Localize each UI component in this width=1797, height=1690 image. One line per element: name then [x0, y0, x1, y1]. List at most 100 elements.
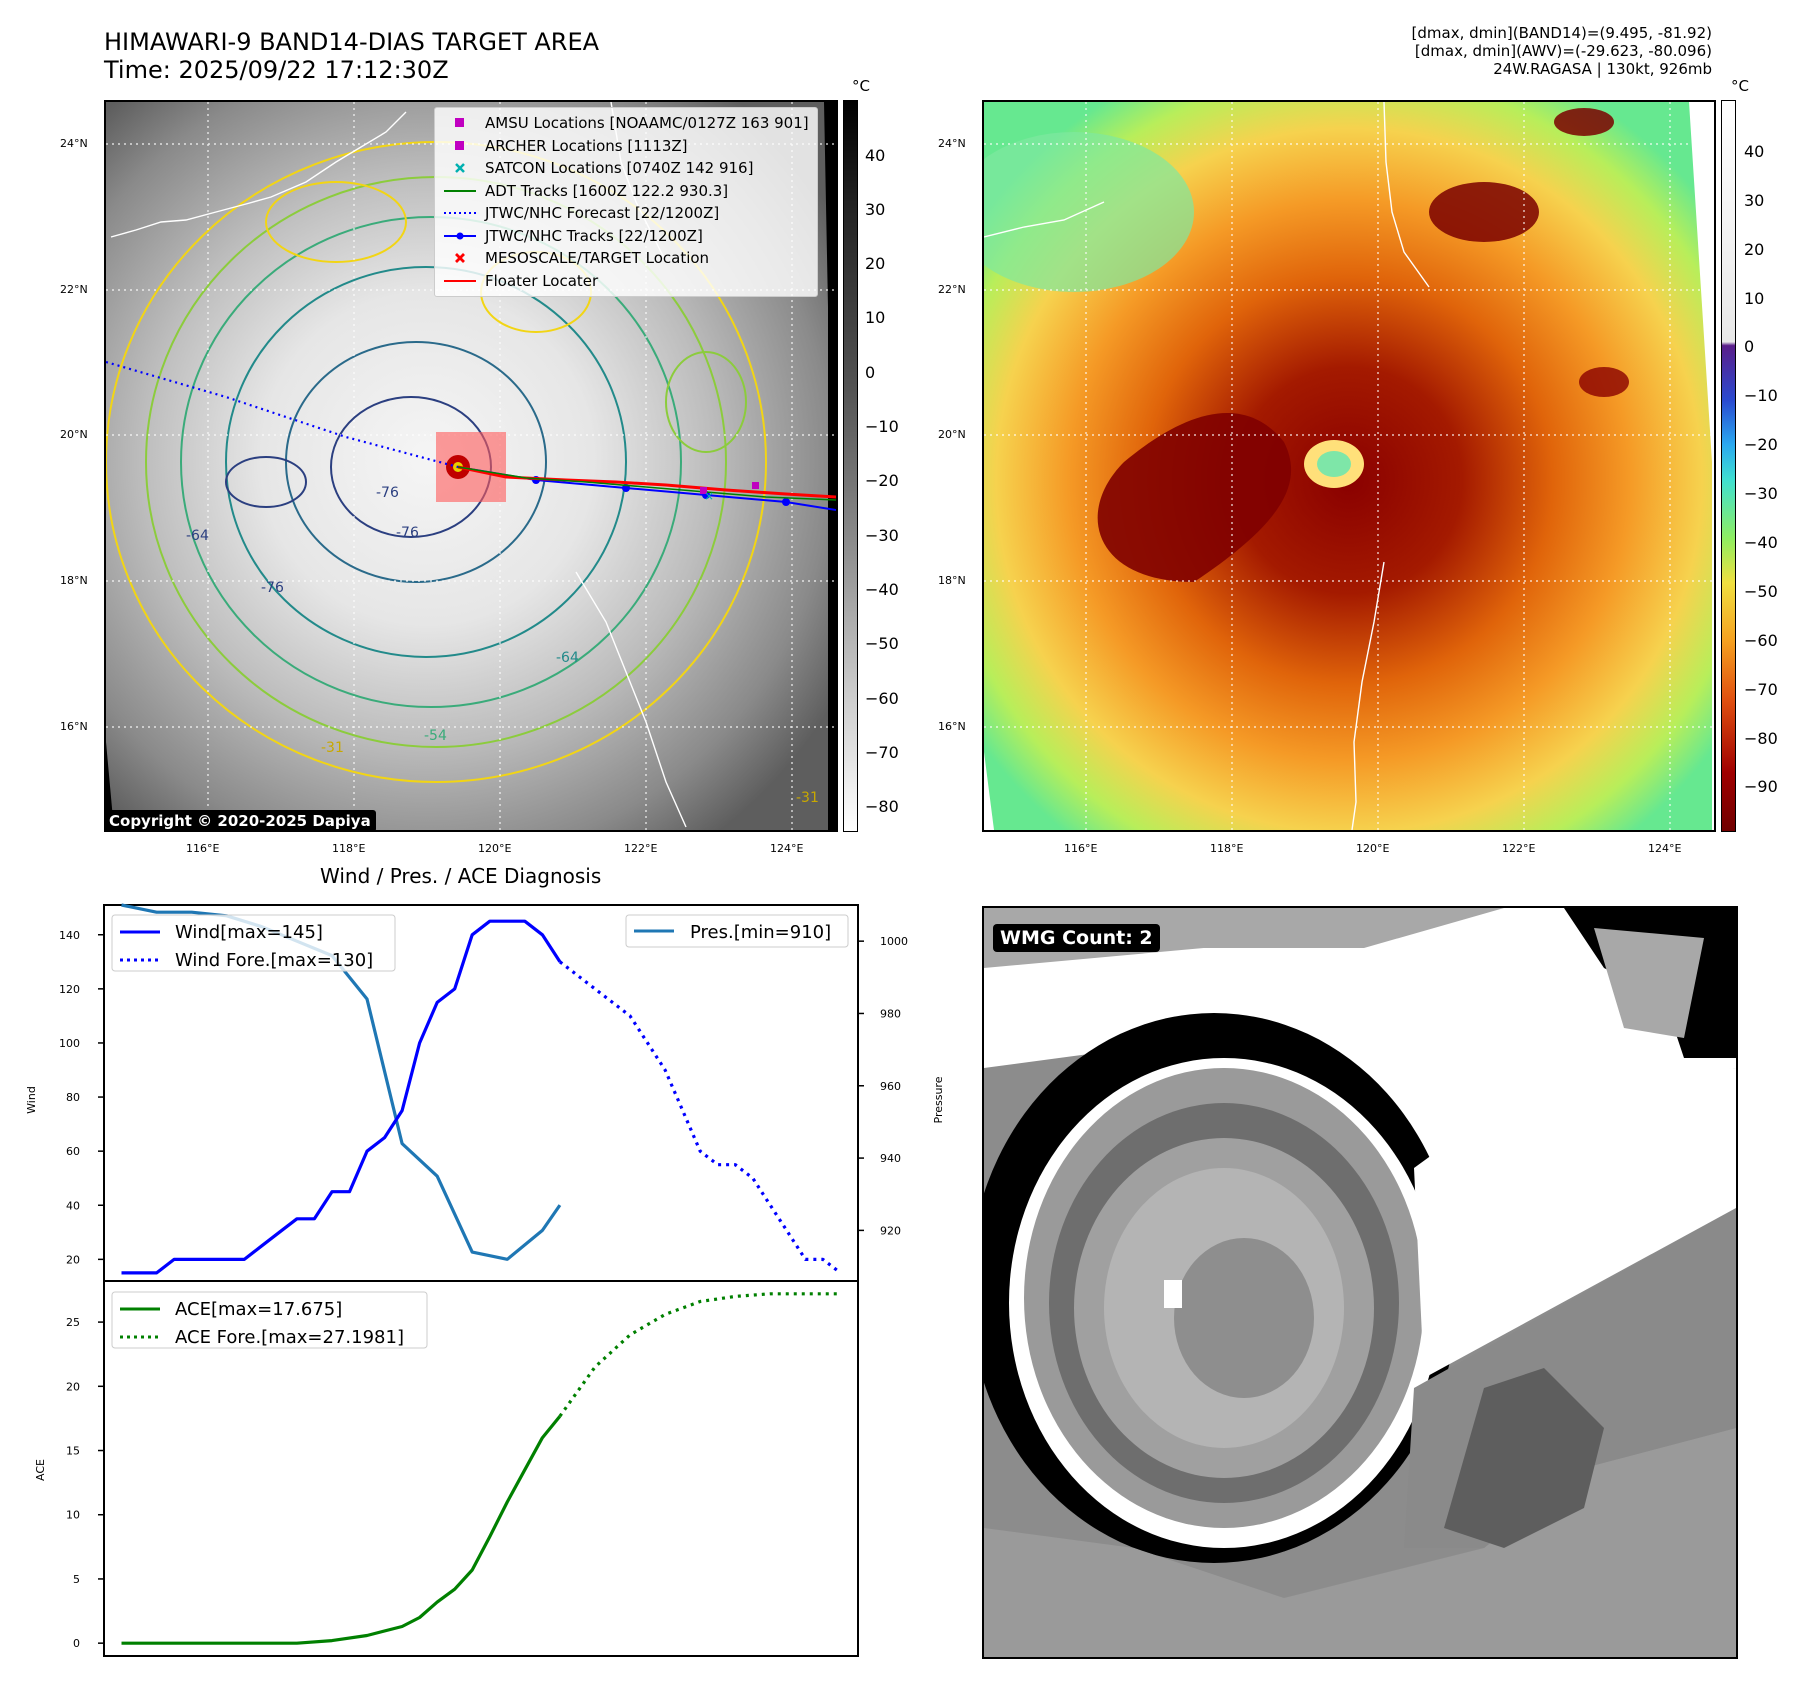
colorbar-tick: −80: [865, 797, 899, 816]
lat-label: 24°N: [60, 137, 88, 150]
legend-label: AMSU Locations [NOAAMC/0127Z 163 901]: [485, 114, 809, 133]
magenta-square-icon: [443, 140, 477, 151]
y-tick-label: 25: [66, 1316, 80, 1329]
legend-label: ACE Fore.[max=27.1981]: [175, 1327, 404, 1348]
color-colorbar: [1721, 100, 1736, 832]
magenta-square-icon: [443, 118, 477, 128]
wind-forecast-line: [558, 960, 842, 1275]
chart-title: Wind / Pres. / ACE Diagnosis: [320, 864, 602, 888]
y2-tick-label: 1000: [880, 935, 908, 948]
ace-line: [121, 1415, 562, 1645]
blue-line-dot-icon: [443, 231, 477, 241]
colorbar-tick: 40: [1744, 142, 1765, 161]
legend-label: MESOSCALE/TARGET Location: [485, 249, 710, 268]
stats-line-1: [dmax, dmin](BAND14)=(9.495, -81.92): [1411, 24, 1712, 42]
lat-label: 18°N: [60, 574, 88, 587]
lon-label: 116°E: [1064, 842, 1098, 855]
wind-axis-label: Wind: [25, 1086, 38, 1114]
title-line-2: Time: 2025/09/22 17:12:30Z: [104, 56, 449, 84]
color-ir-map-panel: [982, 100, 1716, 832]
title-line-1: HIMAWARI-9 BAND14-DIAS TARGET AREA: [104, 28, 600, 56]
y-tick-label: 100: [59, 1037, 80, 1050]
lon-label: 120°E: [478, 842, 512, 855]
lat-label: 16°N: [60, 720, 88, 733]
contour-label: -64: [186, 528, 209, 544]
lat-label: 20°N: [938, 428, 966, 441]
contour-label: -76: [396, 525, 419, 541]
colorbar-tick: 30: [1744, 191, 1765, 210]
wind-line: [121, 919, 562, 1275]
y-tick-label: 80: [66, 1091, 80, 1104]
colorbar-tick: 40: [865, 146, 886, 165]
legend-item: ADT Tracks [1600Z 122.2 930.3]: [443, 180, 809, 203]
y-tick-label: 140: [59, 929, 80, 942]
lat-label: 16°N: [938, 720, 966, 733]
legend-label: SATCON Locations [0740Z 142 916]: [485, 159, 754, 178]
red-x-icon: [443, 252, 477, 264]
lon-label: 122°E: [624, 842, 658, 855]
wind-legend: Wind[max=145] Wind Fore.[max=130]: [111, 914, 396, 972]
contour-label: -54: [424, 728, 447, 744]
colorbar-tick: −30: [865, 526, 899, 545]
pressure-axis-label: Pressure: [932, 1076, 945, 1123]
legend-label: Wind[max=145]: [175, 922, 323, 943]
colorbar-tick: 20: [1744, 240, 1765, 259]
colorbar-tick: −30: [1744, 484, 1778, 503]
ace-axis-label: ACE: [34, 1459, 47, 1481]
contour-label: -31: [321, 740, 344, 756]
y-tick-label: 40: [66, 1199, 80, 1212]
colorbar-tick: −90: [1744, 777, 1778, 796]
legend-label: Pres.[min=910]: [690, 922, 831, 943]
y2-tick-label: 920: [880, 1224, 901, 1237]
colorbar-tick: 0: [1744, 337, 1755, 356]
legend-label: JTWC/NHC Tracks [22/1200Z]: [485, 226, 703, 245]
y-tick-label: 10: [66, 1509, 80, 1522]
blue-dotted-line-icon: [443, 210, 477, 216]
contour-label: -76: [261, 580, 284, 596]
colorbar-tick: −70: [1744, 680, 1778, 699]
y-tick-label: 120: [59, 983, 80, 996]
legend-item: SATCON Locations [0740Z 142 916]: [443, 157, 809, 180]
pressure-line: [121, 903, 562, 1261]
legend-item: ARCHER Locations [1113Z]: [443, 135, 809, 158]
colorbar-tick: −60: [865, 689, 899, 708]
ace-forecast-line: [558, 1292, 841, 1418]
colorbar-tick: 30: [865, 200, 886, 219]
stats-line-2: [dmax, dmin](AWV)=(-29.623, -80.096): [1414, 42, 1712, 60]
contour-label: -31: [796, 790, 819, 806]
lon-label: 124°E: [770, 842, 804, 855]
ir-colorbar: [843, 100, 858, 832]
track-legend: AMSU Locations [NOAAMC/0127Z 163 901] AR…: [434, 107, 818, 297]
colorbar-tick: −10: [865, 417, 899, 436]
stats-line-3: 24W.RAGASA | 130kt, 926mb: [1493, 60, 1712, 78]
legend-label: ADT Tracks [1600Z 122.2 930.3]: [485, 181, 729, 200]
wmg-image: [984, 908, 1736, 1657]
y-tick-label: 20: [66, 1253, 80, 1266]
colorbar-tick: 20: [865, 254, 886, 273]
legend-label: ARCHER Locations [1113Z]: [485, 136, 688, 155]
lon-label: 116°E: [186, 842, 220, 855]
lon-label: 120°E: [1356, 842, 1390, 855]
colorbar-tick: −20: [865, 471, 899, 490]
legend-label: Floater Locater: [485, 271, 599, 290]
diagnosis-chart: 20 40 60 80 100 120 140 920 940 960 980 1000 0 5 10 1…: [25, 903, 945, 1657]
lat-label: 22°N: [60, 283, 88, 296]
colorbar-tick: −40: [865, 580, 899, 599]
svg-text:×: ×: [704, 489, 714, 503]
y2-tick-label: 960: [880, 1080, 901, 1093]
legend-item: JTWC/NHC Tracks [22/1200Z]: [443, 225, 809, 248]
legend-item: JTWC/NHC Forecast [22/1200Z]: [443, 202, 809, 225]
y-tick-label: 20: [66, 1380, 80, 1393]
colorbar-tick: −50: [865, 634, 899, 653]
lat-label: 18°N: [938, 574, 966, 587]
lon-label: 124°E: [1648, 842, 1682, 855]
red-line-icon: [443, 278, 477, 284]
contour-label: -64: [556, 650, 579, 666]
lon-label: 118°E: [1210, 842, 1244, 855]
y2-tick-label: 980: [880, 1007, 901, 1020]
diag-stats: [dmax, dmin](BAND14)=(9.495, -81.92) [dm…: [1412, 24, 1712, 78]
lat-label: 22°N: [938, 283, 966, 296]
legend-item: MESOSCALE/TARGET Location: [443, 247, 809, 270]
colorbar-tick: 10: [865, 308, 886, 327]
green-line-icon: [443, 188, 477, 194]
